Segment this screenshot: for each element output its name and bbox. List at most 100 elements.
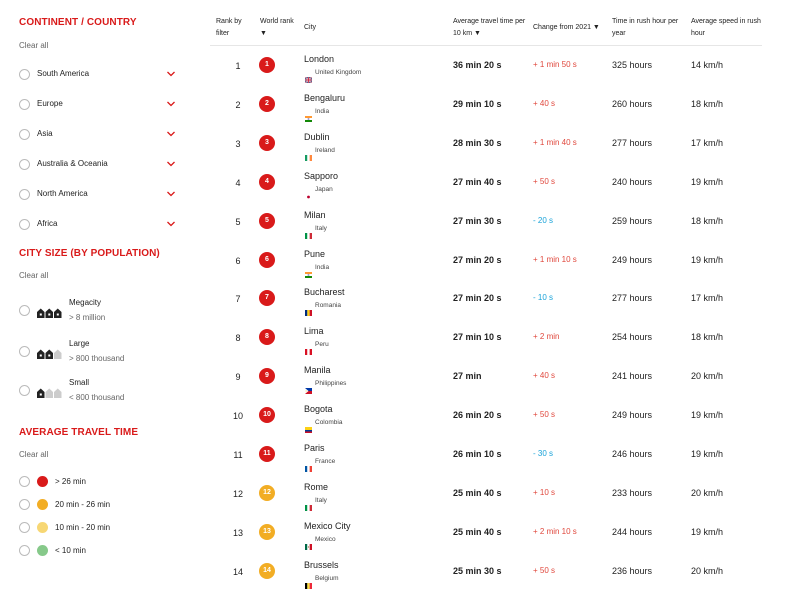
city-name[interactable]: Bengaluru	[304, 92, 346, 103]
chevron-down-icon[interactable]	[165, 217, 177, 229]
change-from-2021: + 2 min 10 s	[533, 526, 577, 536]
header-world-rank[interactable]: World rank ▼	[260, 16, 294, 40]
travel-time-option[interactable]: > 26 min	[19, 475, 177, 489]
header-average-speed[interactable]: Average speed in rush hour	[691, 16, 761, 40]
table-row[interactable]: 14 14 Brussels Belgium 25 min 30 s + 50 s 236 …	[200, 553, 770, 592]
city-name[interactable]: Manila	[304, 365, 331, 376]
continent-option[interactable]: Asia	[19, 127, 177, 143]
rank-by-filter: 2	[235, 99, 241, 110]
radio-button[interactable]	[19, 305, 30, 316]
chevron-down-icon[interactable]	[165, 157, 177, 169]
average-travel-time: 25 min 40 s	[453, 487, 502, 498]
chevron-down-icon[interactable]	[165, 67, 177, 79]
city-name[interactable]: Pune	[304, 248, 326, 259]
city-size-range: > 8 million	[69, 313, 106, 322]
table-row[interactable]: 1 1 London United Kingdom 36 min 20 s + 1 min…	[200, 47, 770, 86]
italy-flag-icon	[305, 226, 312, 239]
rush-hour-time: 325 hours	[612, 60, 653, 70]
radio-button[interactable]	[19, 189, 30, 200]
chevron-down-icon[interactable]	[165, 187, 177, 199]
average-travel-time: 27 min 20 s	[453, 293, 502, 304]
continent-clear-all-link[interactable]: Clear all	[19, 41, 49, 50]
india-flag-icon	[305, 265, 312, 278]
radio-button[interactable]	[19, 346, 30, 357]
continent-option[interactable]: Europe	[19, 97, 177, 113]
travel-time-option[interactable]: 20 min - 26 min	[19, 498, 177, 512]
city-name[interactable]: Lima	[304, 326, 324, 337]
average-travel-time: 27 min	[453, 371, 482, 382]
header-city-label: City	[304, 24, 317, 31]
chevron-down-icon[interactable]	[165, 97, 177, 109]
chevron-down-icon[interactable]	[165, 127, 177, 139]
table-row[interactable]: 7 7 Bucharest Romania 27 min 20 s - 10 s 277 h…	[200, 280, 770, 319]
city-name[interactable]: Bucharest	[304, 287, 345, 298]
header-change-from-2021[interactable]: Change from 2021 ▼	[533, 22, 600, 34]
city-name[interactable]: Brussels	[304, 559, 339, 570]
rank-by-filter: 9	[235, 372, 241, 383]
continent-option[interactable]: Australia & Oceania	[19, 157, 177, 173]
header-rank-by-filter[interactable]: Rank by filter	[216, 16, 242, 40]
average-travel-time: 25 min 30 s	[453, 565, 502, 576]
table-row[interactable]: 2 2 Bengaluru India 29 min 10 s + 40 s 260 hou…	[200, 86, 770, 125]
radio-button[interactable]	[19, 219, 30, 230]
continent-option[interactable]: South America	[19, 67, 177, 83]
rush-hour-time: 244 hours	[612, 526, 653, 537]
buildings-icon	[37, 346, 63, 359]
radio-button[interactable]	[19, 385, 30, 396]
world-rank-badge: 5	[259, 212, 275, 229]
table-row[interactable]: 12 12 Rome Italy 25 min 40 s + 10 s 233 hours 2…	[200, 475, 770, 514]
rush-hour-time: 233 hours	[612, 487, 653, 498]
rush-hour-time: 249 hours	[612, 254, 653, 265]
radio-button[interactable]	[19, 476, 30, 487]
header-average-travel-time[interactable]: Average travel time per 10 km ▼	[453, 16, 525, 40]
table-row[interactable]: 5 5 Milan Italy 27 min 30 s - 20 s 259 hours 18…	[200, 203, 770, 242]
travel-time-option[interactable]: 10 min - 20 min	[19, 521, 177, 535]
city-name[interactable]: Mexico City	[304, 520, 351, 531]
city-size-option[interactable]: Small < 800 thousand	[19, 375, 177, 405]
header-rank-line2: filter	[216, 30, 230, 37]
italy-flag-icon	[305, 498, 312, 511]
travel-time-option[interactable]: < 10 min	[19, 544, 177, 558]
continent-option[interactable]: North America	[19, 187, 177, 203]
table-row[interactable]: 6 6 Pune India 27 min 20 s + 1 min 10 s 249 ho…	[200, 242, 770, 281]
table-row[interactable]: 11 11 Paris France 26 min 10 s - 30 s 246 hour…	[200, 436, 770, 475]
table-row[interactable]: 9 9 Manila Philippines 27 min + 40 s 241 hours…	[200, 358, 770, 397]
radio-button[interactable]	[19, 99, 30, 110]
radio-button[interactable]	[19, 159, 30, 170]
city-size-label: Megacity	[69, 298, 102, 307]
radio-button[interactable]	[19, 522, 30, 533]
city-name[interactable]: Dublin	[304, 131, 330, 142]
radio-button[interactable]	[19, 129, 30, 140]
city-size-option[interactable]: Large > 800 thousand	[19, 336, 177, 366]
rank-by-filter: 10	[233, 411, 244, 422]
travel-time-clear-all-link[interactable]: Clear all	[19, 450, 49, 459]
header-time-in-rush-hour[interactable]: Time in rush hour per year	[612, 16, 678, 40]
city-name[interactable]: Rome	[304, 481, 329, 492]
continent-option[interactable]: Africa	[19, 217, 177, 233]
city-name[interactable]: Milan	[304, 209, 326, 220]
table-row[interactable]: 13 13 Mexico City Mexico 25 min 40 s + 2 min …	[200, 514, 770, 553]
average-travel-time: 26 min 10 s	[453, 449, 502, 459]
table-row[interactable]: 8 8 Lima Peru 27 min 10 s + 2 min 254 hours 18 …	[200, 319, 770, 358]
city-name[interactable]: Sapporo	[304, 170, 339, 181]
world-rank-badge: 1	[259, 57, 275, 73]
city-name[interactable]: London	[304, 54, 335, 64]
city-size-option[interactable]: Megacity > 8 million	[19, 295, 177, 325]
rush-hour-time: 241 hours	[612, 371, 653, 382]
radio-button[interactable]	[19, 499, 30, 510]
rush-hour-speed: 18 km/h	[691, 332, 724, 343]
world-rank-badge: 6	[259, 251, 275, 268]
table-row[interactable]: 4 4 Sapporo Japan 27 min 40 s + 50 s 240 hours…	[200, 164, 770, 203]
header-city[interactable]: City	[304, 22, 316, 34]
table-row[interactable]: 3 3 Dublin Ireland 28 min 30 s + 1 min 40 s 27…	[200, 125, 770, 164]
radio-button[interactable]	[19, 69, 30, 80]
city-name[interactable]: Paris	[304, 443, 325, 453]
city-size-clear-all-link[interactable]: Clear all	[19, 271, 49, 280]
traffic-ranking-table: Rank by filter World rank ▼ City Average t…	[200, 0, 770, 594]
rush-hour-speed: 20 km/h	[691, 371, 724, 382]
change-from-2021: + 1 min 10 s	[533, 254, 577, 264]
header-speed-line1: Average speed in rush	[691, 18, 761, 25]
city-name[interactable]: Bogota	[304, 404, 333, 415]
radio-button[interactable]	[19, 545, 30, 556]
table-row[interactable]: 10 10 Bogota Colombia 26 min 20 s + 50 s 249 h…	[200, 397, 770, 436]
